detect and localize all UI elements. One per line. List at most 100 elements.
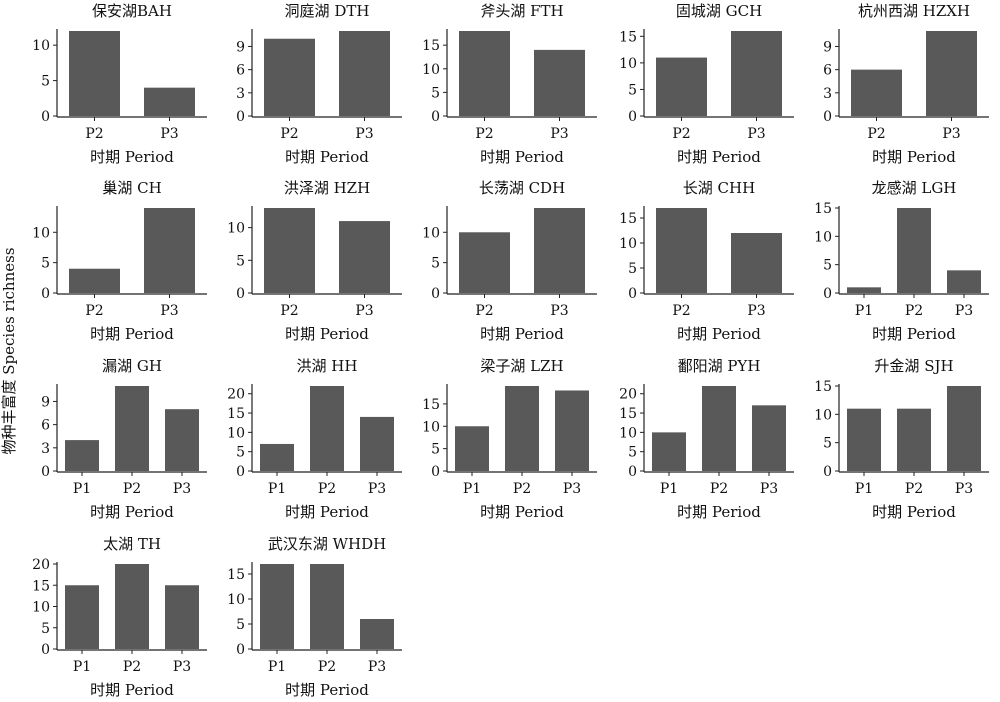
y-tick-label: 0 (41, 109, 50, 125)
y-tick-label: 0 (431, 286, 440, 302)
y-tick-label: 15 (619, 211, 637, 227)
y-tick-label: 10 (32, 225, 50, 241)
x-tick-label: P1 (855, 481, 873, 497)
bar (459, 232, 510, 293)
y-tick-label: 10 (814, 229, 832, 245)
bar (702, 386, 736, 471)
y-tick-label: 3 (41, 441, 50, 457)
bar (69, 268, 120, 293)
y-tick-label: 5 (628, 445, 637, 461)
bar (115, 564, 149, 649)
chart-panel: 武汉东湖 WHDH 0 5 10 15 P1 P2 P3 时期 Period (227, 535, 402, 699)
y-tick-label: 5 (41, 621, 50, 637)
x-tick-label: P3 (355, 126, 373, 142)
bar (264, 38, 315, 116)
bar (534, 49, 585, 117)
y-tick-label: 0 (41, 286, 50, 302)
x-tick-label: P2 (318, 481, 336, 497)
bar (534, 208, 585, 293)
y-tick-label: 0 (236, 642, 245, 658)
x-tick-label: P2 (123, 481, 141, 497)
y-tick-label: 10 (227, 592, 245, 608)
bar (310, 386, 344, 471)
y-tick-label: 15 (422, 38, 440, 54)
x-axis-label: 时期 Period (872, 325, 956, 343)
bar (69, 31, 120, 116)
bar (847, 287, 881, 293)
x-tick-label: P3 (355, 303, 373, 319)
bar (310, 564, 344, 649)
bar (897, 208, 931, 293)
y-tick-label: 20 (32, 557, 50, 573)
bar (897, 408, 931, 471)
y-tick-label: 5 (431, 85, 440, 101)
x-tick-label: P3 (173, 659, 191, 675)
y-tick-label: 10 (422, 419, 440, 435)
bar (947, 386, 981, 471)
x-tick-label: P3 (160, 126, 178, 142)
x-axis-label: 时期 Period (872, 148, 956, 166)
x-tick-label: P3 (550, 303, 568, 319)
chart-panel: 斧头湖 FTH 0 5 10 15 P2 P3 时期 Period (422, 2, 597, 166)
x-tick-label: P2 (475, 303, 493, 319)
panel-title: 杭州西湖 HZXH (858, 2, 970, 20)
bar (65, 440, 99, 471)
bar (339, 31, 390, 116)
y-tick-label: 0 (41, 464, 50, 480)
bar (115, 386, 149, 471)
x-axis-label: 时期 Period (90, 325, 174, 343)
y-tick-label: 5 (431, 442, 440, 458)
global-y-axis-label: 物种丰富度 Species richness (0, 247, 18, 454)
y-tick-label: 0 (236, 286, 245, 302)
x-tick-label: P3 (550, 126, 568, 142)
x-axis-label: 时期 Period (480, 503, 564, 521)
panel-title: 洞庭湖 DTH (285, 2, 370, 20)
x-tick-label: P3 (160, 303, 178, 319)
bar (260, 443, 294, 471)
x-tick-label: P2 (85, 126, 103, 142)
y-tick-label: 15 (422, 397, 440, 413)
y-tick-label: 0 (823, 464, 832, 480)
panel-title: 巢湖 CH (102, 179, 161, 197)
x-tick-label: P2 (905, 303, 923, 319)
x-axis-label: 时期 Period (677, 325, 761, 343)
x-tick-label: P2 (85, 303, 103, 319)
y-tick-label: 10 (814, 407, 832, 423)
y-tick-label: 5 (628, 261, 637, 277)
bar (360, 416, 394, 471)
y-tick-label: 3 (823, 86, 832, 102)
x-tick-label: P2 (672, 303, 690, 319)
y-tick-label: 3 (236, 86, 245, 102)
bar (144, 87, 195, 116)
y-tick-label: 15 (227, 567, 245, 583)
panel-title: 洪泽湖 HZH (284, 179, 370, 197)
x-axis-label: 时期 Period (480, 148, 564, 166)
y-tick-label: 10 (227, 425, 245, 441)
y-tick-label: 20 (619, 387, 637, 403)
y-tick-label: 10 (32, 38, 50, 54)
chart-panel: 梁子湖 LZH 0 5 10 15 P1 P2 P3 时期 Period (422, 357, 597, 521)
chart-panel: 保安湖BAH 0 5 10 P2 P3 时期 Period (32, 2, 207, 166)
y-tick-label: 0 (628, 464, 637, 480)
x-tick-label: P3 (368, 659, 386, 675)
y-tick-label: 5 (41, 74, 50, 90)
bar (752, 405, 786, 471)
bar (360, 619, 394, 649)
y-tick-label: 5 (236, 445, 245, 461)
x-tick-label: P2 (867, 126, 885, 142)
x-tick-label: P1 (268, 659, 286, 675)
x-tick-label: P2 (318, 659, 336, 675)
y-tick-label: 5 (236, 253, 245, 269)
x-tick-label: P1 (463, 481, 481, 497)
panel-title: 武汉东湖 WHDH (268, 535, 386, 553)
y-tick-label: 5 (823, 258, 832, 274)
y-tick-label: 10 (619, 236, 637, 252)
y-tick-label: 0 (236, 109, 245, 125)
bar (165, 409, 199, 471)
bar (731, 233, 782, 293)
y-tick-label: 5 (431, 256, 440, 272)
x-axis-label: 时期 Period (285, 503, 369, 521)
x-tick-label: P3 (747, 126, 765, 142)
y-tick-label: 9 (236, 39, 245, 55)
